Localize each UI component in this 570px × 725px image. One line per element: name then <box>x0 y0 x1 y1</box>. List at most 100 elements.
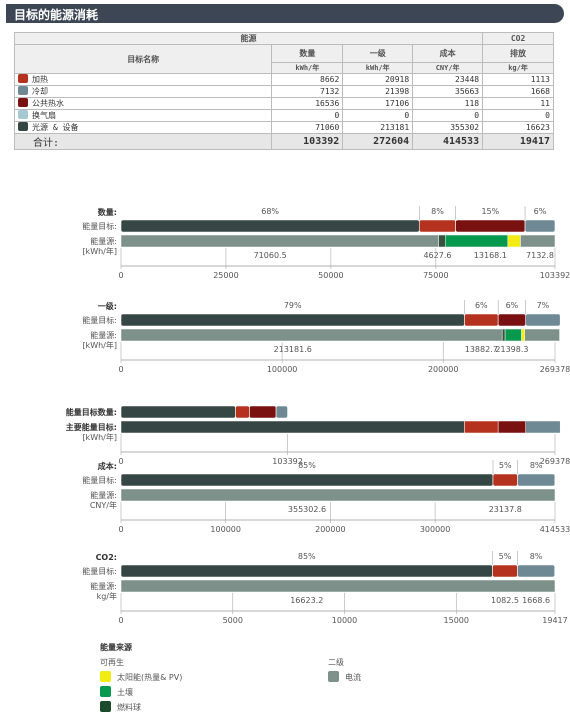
percent-label: 15% <box>481 207 499 216</box>
column-header: 一级 <box>342 44 414 63</box>
source-segment <box>120 488 556 502</box>
target-segment <box>492 473 518 487</box>
tick-label: 0 <box>118 365 123 374</box>
source-segment <box>438 234 446 248</box>
row-label: 能量目标: <box>82 221 117 231</box>
source-segment <box>120 579 556 593</box>
legend-title: 能量来源 <box>100 643 132 652</box>
legend-item-label: 电流 <box>345 673 361 682</box>
column-header: 排放 <box>482 44 554 63</box>
target-segment <box>497 313 527 327</box>
row-label: 主要能量目标: <box>66 422 117 432</box>
tick-label: 200000 <box>315 525 346 534</box>
percent-label: 5% <box>499 461 512 470</box>
tick-label: 0 <box>118 616 123 625</box>
percent-label: 7% <box>537 301 550 310</box>
target-segment <box>120 219 420 233</box>
percent-label: 6% <box>534 207 547 216</box>
unit-label: CNY/年 <box>90 500 117 510</box>
source-segment <box>445 234 509 248</box>
target-segment <box>524 219 556 233</box>
source-segment <box>497 420 526 434</box>
tick-label: 103392 <box>540 271 570 280</box>
value-label: 13882.7 <box>465 345 498 354</box>
tick-label: 0 <box>118 525 123 534</box>
source-segment <box>507 234 521 248</box>
tick-label: 269378 <box>540 457 570 466</box>
value-label: 13168.1 <box>474 251 507 260</box>
table-row: 冷却 7132 21398 35663 1668 <box>13 85 554 98</box>
table-cell: 16623 <box>482 121 554 134</box>
source-segment <box>120 328 503 342</box>
value-label: 213181.6 <box>274 345 312 354</box>
legend-item: 燃料球 <box>100 701 141 713</box>
value-label: 71060.5 <box>254 251 287 260</box>
percent-label: 8% <box>431 207 444 216</box>
target-segment <box>120 313 465 327</box>
source-segment <box>525 420 561 434</box>
value-label: 16623.2 <box>290 596 323 605</box>
row-color-swatch <box>18 110 28 119</box>
target-segment <box>120 405 236 419</box>
total-row: 合计: 103392 272604 414533 19417 <box>13 133 554 150</box>
row-color-swatch <box>18 74 28 83</box>
legend-swatch <box>328 671 339 682</box>
legend-item: 土壤 <box>100 686 133 698</box>
value-label: 21398.3 <box>495 345 528 354</box>
source-segment <box>120 234 439 248</box>
legend-swatch <box>100 686 111 697</box>
target-segment <box>120 473 494 487</box>
source-segment <box>464 420 499 434</box>
percent-label: 6% <box>506 301 519 310</box>
value-label: 1082.5 <box>491 596 519 605</box>
percent-label: 85% <box>298 461 316 470</box>
legend-item-label: 太阳能(热量& PV) <box>117 673 183 682</box>
percent-label: 5% <box>499 552 512 561</box>
target-segment <box>120 564 493 578</box>
total-cell: 103392 <box>271 133 344 150</box>
tick-label: 100000 <box>210 525 241 534</box>
row-label: 能量目标: <box>82 566 117 576</box>
value-label: 355302.6 <box>288 505 326 514</box>
target-segment <box>235 405 250 419</box>
tick-label: 19417 <box>542 616 567 625</box>
total-label: 合计: <box>13 133 273 150</box>
source-segment <box>501 328 506 342</box>
chart-title: 一级: <box>98 301 117 311</box>
target-segment <box>464 313 499 327</box>
source-segment <box>120 420 465 434</box>
energy-group-header: 能源 <box>13 32 484 45</box>
row-color-swatch <box>18 122 28 131</box>
tick-label: 200000 <box>428 365 459 374</box>
percent-label: 6% <box>475 301 488 310</box>
row-label: 能量源: <box>90 330 117 340</box>
page-title: 目标的能源消耗 <box>14 8 99 22</box>
legend-item: 电流 <box>328 671 361 683</box>
source-segment <box>524 328 560 342</box>
table-row: 换气扇 0 0 0 0 <box>13 109 554 122</box>
legend-item: 太阳能(热量& PV) <box>100 671 182 683</box>
tick-label: 103392 <box>272 457 303 466</box>
percent-label: 8% <box>530 552 543 561</box>
energy-summary-table: 能源 CO2 目标名称 数量 一级 成本 排放 kWh/年 kWh/年 CNY/… <box>13 32 554 150</box>
row-label: 能量目标: <box>82 315 117 325</box>
percent-label: 79% <box>284 301 302 310</box>
target-segment <box>455 219 526 233</box>
target-segment <box>517 564 556 578</box>
target-segment <box>525 313 561 327</box>
source-segment <box>521 328 525 342</box>
tick-label: 15000 <box>444 616 469 625</box>
tick-label: 50000 <box>318 271 343 280</box>
unit-label: [kWh/年] <box>82 246 117 256</box>
co2-group-header: CO2 <box>482 32 554 45</box>
row-label: 能量源: <box>90 236 117 246</box>
tick-label: 10000 <box>332 616 357 625</box>
legend-item-label: 燃料球 <box>117 703 141 712</box>
row-label: 公共热水 <box>32 99 64 108</box>
total-cell: 19417 <box>482 133 554 150</box>
title-bar: 目标的能源消耗 <box>6 4 564 23</box>
row-label: 能量源: <box>90 581 117 591</box>
target-segment <box>517 473 556 487</box>
target-segment <box>275 405 288 419</box>
row-label: 换气扇 <box>32 111 56 120</box>
